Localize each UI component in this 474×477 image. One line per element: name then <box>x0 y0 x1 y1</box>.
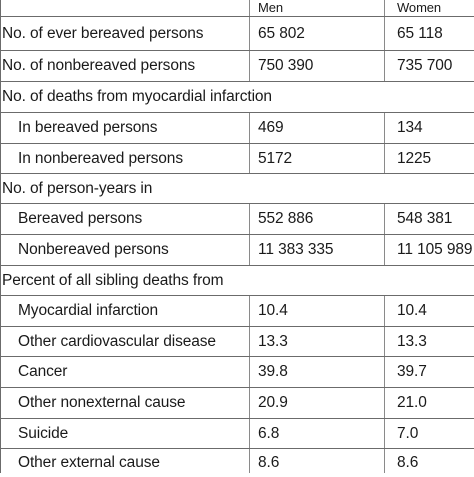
row-label: In nonbereaved persons <box>18 149 183 167</box>
table-row: Bereaved persons 552 886 548 381 <box>0 204 474 234</box>
cell-divider <box>384 357 385 387</box>
rule <box>0 203 474 204</box>
section-heading-row: No. of deaths from myocardial infarction <box>0 82 474 112</box>
section-heading: Percent of all sibling deaths from <box>2 271 224 289</box>
rule <box>0 265 474 266</box>
row-label: Bereaved persons <box>18 210 143 227</box>
row-label: Nonbereaved persons <box>18 241 169 258</box>
row-value-women: 65 118 <box>397 24 443 42</box>
cell-divider <box>249 144 250 173</box>
cell-divider <box>249 235 250 265</box>
cell-divider <box>384 419 385 448</box>
cell-divider <box>249 419 250 448</box>
row-value-men: 20.9 <box>258 394 288 411</box>
rule <box>0 234 474 235</box>
row-value-women: 11 105 989 <box>397 241 473 258</box>
cell-divider <box>384 388 385 418</box>
header-women: Women <box>397 0 442 15</box>
rule <box>0 81 474 82</box>
row-label: In bereaved persons <box>18 119 158 136</box>
section-heading: No. of deaths from myocardial infarction <box>2 88 272 105</box>
row-value-men: 65 802 <box>258 24 305 42</box>
row-value-women: 39.7 <box>397 363 427 380</box>
row-value-women: 134 <box>397 119 423 136</box>
row-label: Myocardial infarction <box>18 302 159 319</box>
section-heading-row: Percent of all sibling deaths from <box>0 266 474 295</box>
cell-divider <box>249 357 250 387</box>
rule <box>0 418 474 419</box>
row-value-men: 6.8 <box>258 424 280 442</box>
table-row: Myocardial infarction 10.4 10.4 <box>0 296 474 326</box>
cell-divider <box>249 51 250 81</box>
rule <box>0 448 474 449</box>
rule <box>0 16 474 17</box>
cell-divider <box>384 235 385 265</box>
rule <box>0 143 474 144</box>
rule <box>0 326 474 327</box>
section-heading-row: No. of person-years in <box>0 174 474 203</box>
rule <box>0 295 474 296</box>
table-row: In bereaved persons 469 134 <box>0 113 474 143</box>
row-value-men: 469 <box>258 119 284 136</box>
cell-divider <box>249 449 250 473</box>
rule <box>0 356 474 357</box>
table-row: Nonbereaved persons 11 383 335 11 105 98… <box>0 235 474 265</box>
cell-divider <box>384 17 385 50</box>
table-row: Cancer 39.8 39.7 <box>0 357 474 387</box>
cell-divider <box>384 51 385 81</box>
row-value-women: 8.6 <box>397 454 419 471</box>
row-value-men: 11 383 335 <box>258 241 334 258</box>
cell-divider <box>249 388 250 418</box>
rule <box>0 50 474 51</box>
table-row: In nonbereaved persons 5172 1225 <box>0 144 474 173</box>
rule <box>0 387 474 388</box>
row-value-men: 8.6 <box>258 454 280 471</box>
row-label: Suicide <box>18 424 69 442</box>
cell-divider <box>384 296 385 326</box>
row-label: Other nonexternal cause <box>18 394 186 411</box>
row-value-men: 5172 <box>258 149 293 167</box>
row-value-men: 10.4 <box>258 302 288 319</box>
row-label: Other cardiovascular disease <box>18 332 216 350</box>
row-value-women: 1225 <box>397 149 432 167</box>
cell-divider <box>384 113 385 143</box>
rule <box>0 173 474 174</box>
row-label: No. of nonbereaved persons <box>2 57 196 74</box>
row-value-women: 10.4 <box>397 302 427 319</box>
table-left-border <box>0 0 1 473</box>
table-row: No. of ever bereaved persons 65 802 65 1… <box>0 17 474 50</box>
row-label: No. of ever bereaved persons <box>2 24 204 42</box>
section-heading: No. of person-years in <box>2 179 153 197</box>
table-row: Other nonexternal cause 20.9 21.0 <box>0 388 474 418</box>
table-header-row: Men Women <box>0 0 474 16</box>
header-divider-men <box>249 0 250 16</box>
cell-divider <box>249 17 250 50</box>
cell-divider <box>249 296 250 326</box>
cell-divider <box>249 327 250 356</box>
table-row: Suicide 6.8 7.0 <box>0 419 474 448</box>
row-value-women: 7.0 <box>397 424 419 442</box>
rule <box>0 112 474 113</box>
row-value-men: 13.3 <box>258 332 288 350</box>
row-label: Other external cause <box>18 454 160 471</box>
cell-divider <box>249 113 250 143</box>
cell-divider <box>384 204 385 234</box>
row-label: Cancer <box>18 363 68 380</box>
row-value-men: 552 886 <box>258 210 314 227</box>
cell-divider <box>384 449 385 473</box>
row-value-women: 21.0 <box>397 394 427 411</box>
row-value-men: 39.8 <box>258 363 288 380</box>
row-value-men: 750 390 <box>258 57 314 74</box>
header-divider-women <box>384 0 385 16</box>
cell-divider <box>384 144 385 173</box>
table-row: Other cardiovascular disease 13.3 13.3 <box>0 327 474 356</box>
cell-divider <box>249 204 250 234</box>
row-value-women: 735 700 <box>397 57 453 74</box>
table-row: No. of nonbereaved persons 750 390 735 7… <box>0 51 474 81</box>
row-value-women: 13.3 <box>397 332 427 350</box>
cell-divider <box>384 327 385 356</box>
row-value-women: 548 381 <box>397 210 453 227</box>
table-row: Other external cause 8.6 8.6 <box>0 449 474 477</box>
header-men: Men <box>258 0 283 15</box>
